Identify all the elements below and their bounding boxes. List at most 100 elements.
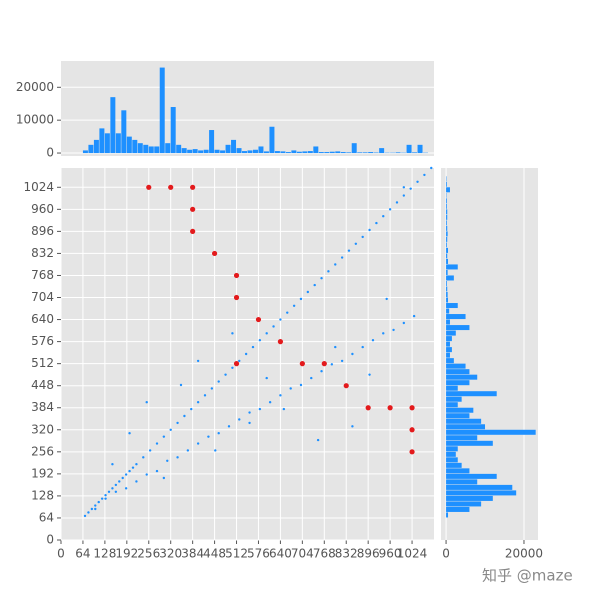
- hist-bar: [446, 198, 447, 204]
- y-tick-label: 0: [46, 533, 54, 547]
- scatter-point: [107, 490, 111, 493]
- scatter-point: [155, 442, 159, 445]
- x-tick-label: 384: [181, 547, 204, 561]
- scatter-point: [361, 235, 364, 239]
- hist-bar: [88, 144, 94, 154]
- hist-bar: [446, 374, 478, 380]
- scatter-point: [416, 180, 419, 183]
- scatter-point: [196, 401, 200, 404]
- hist-bar: [446, 275, 454, 281]
- hist-bar: [247, 150, 253, 154]
- y-tick-label: 0: [46, 146, 54, 160]
- y-tick-label: 704: [31, 290, 54, 304]
- x-tick-label: 704: [291, 547, 314, 561]
- hist-bar: [220, 150, 226, 154]
- hist-bar: [307, 151, 313, 154]
- hist-bar: [446, 457, 458, 463]
- hist-bar: [280, 151, 286, 154]
- scatter-point: [395, 201, 399, 204]
- x-tick-label: 960: [379, 547, 402, 561]
- scatter-point: [238, 359, 241, 363]
- hist-bar: [203, 149, 209, 154]
- x-tick-label: 256: [137, 547, 160, 561]
- hist-bar: [335, 151, 341, 154]
- scatter-point: [361, 345, 364, 349]
- scatter-point: [368, 228, 371, 232]
- scatter-point: [279, 394, 282, 397]
- scatter-point: [313, 283, 316, 287]
- scatter-point: [299, 383, 303, 387]
- scatter-point: [146, 184, 152, 190]
- scatter-point: [128, 432, 131, 435]
- hist-bar: [446, 385, 458, 391]
- scatter-point: [409, 405, 415, 411]
- hist-bar: [446, 225, 448, 231]
- hist-bar: [446, 209, 448, 215]
- scatter-point: [142, 456, 145, 459]
- scatter-point: [131, 466, 135, 469]
- hist-bar: [148, 146, 154, 154]
- x-tick-label: 512: [225, 547, 248, 561]
- scatter-point: [351, 425, 354, 428]
- x-tick-label: 768: [313, 547, 336, 561]
- y-tick-label: 256: [31, 444, 54, 458]
- x-tick-label: 576: [247, 547, 270, 561]
- hist-bar: [263, 151, 269, 154]
- scatter-point: [111, 487, 114, 490]
- scatter-point: [279, 318, 282, 321]
- scatter-point: [368, 373, 371, 376]
- scatter-point: [365, 405, 371, 411]
- hist-bar: [362, 152, 368, 154]
- hist-bar: [446, 347, 452, 353]
- scatter-point: [258, 407, 262, 411]
- hist-bar: [446, 440, 493, 446]
- scatter-point: [265, 332, 268, 335]
- hist-bar: [446, 308, 450, 314]
- scatter-point: [292, 304, 296, 307]
- hist-bar: [395, 152, 401, 154]
- hist-bar: [198, 150, 204, 154]
- y-tick-label: 448: [31, 378, 54, 392]
- hist-bar: [446, 484, 513, 490]
- hist-bar: [296, 151, 302, 154]
- scatter-point: [211, 250, 218, 257]
- scatter-point: [104, 497, 107, 500]
- scatter-point: [162, 435, 166, 438]
- scatter-point: [196, 442, 200, 445]
- scatter-point: [340, 359, 344, 363]
- scatter-point: [334, 345, 337, 349]
- hist-bar: [446, 214, 448, 220]
- x-tick-label: 64: [75, 547, 90, 561]
- hist-bar: [252, 149, 258, 154]
- scatter-point: [430, 166, 433, 170]
- scatter-point: [343, 383, 349, 389]
- x-tick-label: 320: [159, 547, 182, 561]
- hist-bar: [446, 352, 450, 358]
- scatter-point: [387, 405, 393, 411]
- scatter-point: [114, 483, 118, 487]
- hist-bar: [446, 435, 478, 441]
- hist-bar: [446, 314, 466, 320]
- scatter-point: [176, 421, 179, 425]
- hist-bar: [340, 152, 346, 154]
- hist-bar: [258, 146, 264, 154]
- y-tick-label: 768: [31, 268, 54, 282]
- scatter-point: [347, 249, 351, 252]
- scatter-point: [217, 380, 220, 383]
- hist-bar: [446, 446, 458, 452]
- hist-bar: [446, 258, 449, 264]
- main-plot-area: [61, 168, 434, 540]
- y-tick-label: 128: [31, 488, 54, 502]
- y-tick-label: 10000: [16, 113, 54, 127]
- hist-bar: [446, 297, 449, 303]
- scatter-point: [135, 480, 138, 483]
- hist-bar: [137, 143, 143, 154]
- scatter-point: [203, 394, 207, 397]
- scatter-point: [155, 469, 159, 473]
- hist-bar: [285, 152, 291, 154]
- hist-bar: [446, 269, 448, 275]
- hist-bar: [357, 152, 363, 154]
- hist-bar: [132, 139, 138, 154]
- hist-bar: [231, 139, 237, 154]
- hist-bar: [126, 136, 132, 154]
